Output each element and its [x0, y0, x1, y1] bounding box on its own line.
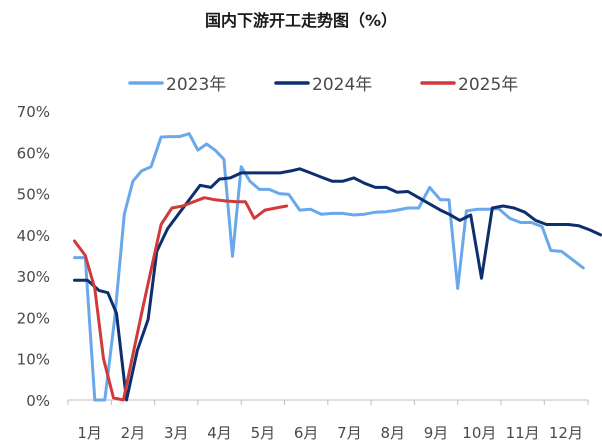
- legend: 2023年 2024年 2025年: [128, 75, 518, 95]
- x-tick-label: 8月: [380, 424, 405, 442]
- chart-title: 国内下游开工走势图（%）: [205, 11, 397, 30]
- x-tick-label: 12月: [549, 424, 583, 442]
- x-tick-label: 11月: [506, 424, 540, 442]
- x-tick-label: 9月: [424, 424, 449, 442]
- y-tick-label: 10%: [17, 351, 50, 369]
- y-tick-label: 40%: [17, 227, 50, 245]
- y-tick-label: 20%: [17, 309, 50, 327]
- x-tick-label: 7月: [337, 424, 362, 442]
- series-line-3: [73, 196, 289, 402]
- x-tick-label: 6月: [294, 424, 319, 442]
- y-tick-label: 30%: [17, 268, 50, 286]
- series-layer: [73, 132, 602, 402]
- x-tick-label: 5月: [251, 424, 276, 442]
- x-tick-label: 10月: [462, 424, 496, 442]
- y-tick-label: 0%: [26, 392, 50, 410]
- y-tick-label: 70%: [17, 103, 50, 121]
- legend-label: 2023年: [166, 75, 226, 95]
- x-tick-label: 3月: [164, 424, 189, 442]
- legend-label: 2025年: [458, 75, 518, 95]
- axes: 0% 10% 20% 30% 40% 50% 60% 70% 1月 2月 3月 4月 5月 6月 7月 8月 9…: [17, 103, 589, 442]
- x-tick-label: 4月: [207, 424, 232, 442]
- y-tick-label: 50%: [17, 186, 50, 204]
- series-line-2: [73, 167, 602, 402]
- x-tick-label: 2月: [121, 424, 146, 442]
- x-tick-label: 1月: [77, 424, 102, 442]
- y-tick-label: 60%: [17, 144, 50, 162]
- legend-label: 2024年: [312, 75, 372, 95]
